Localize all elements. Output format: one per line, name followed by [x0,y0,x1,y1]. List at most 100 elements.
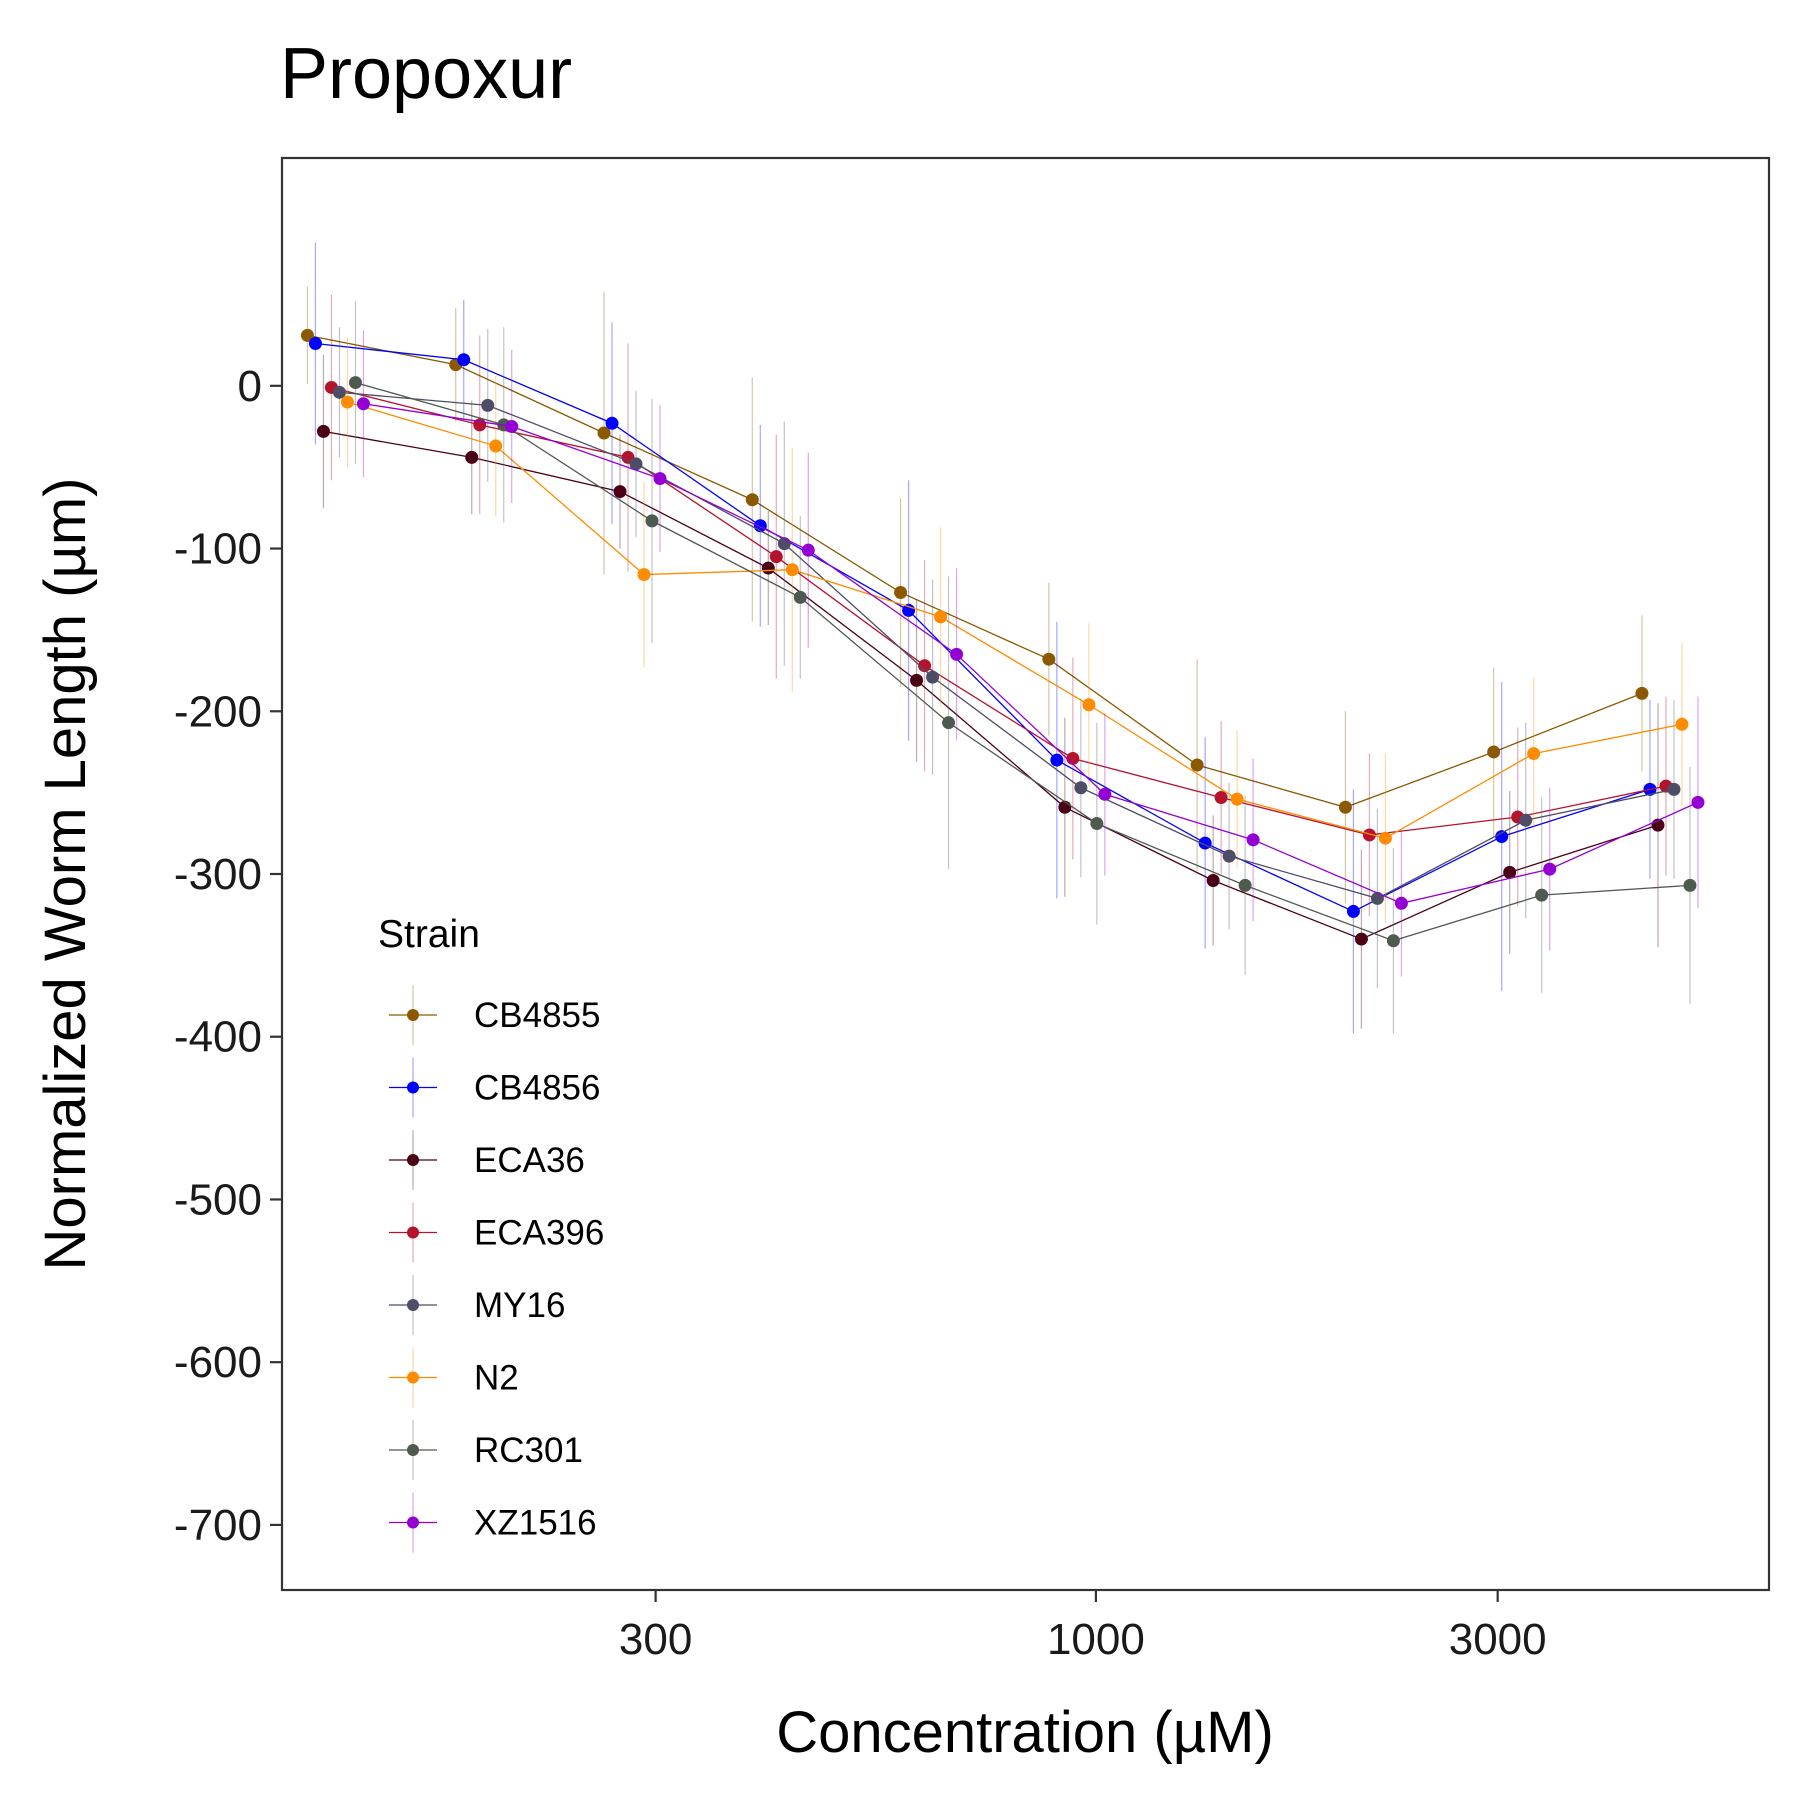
legend: Strain CB4855 CB4856 ECA36 ECA396 MY16 N2 RC30… [378,913,604,1553]
y-tick-label: -200 [174,687,262,736]
data-point [1346,904,1360,918]
data-point [1667,782,1681,796]
data-point [356,397,370,411]
data-point [1503,865,1517,879]
legend-label: XZ1516 [474,1504,597,1543]
legend-marker [407,1081,419,1094]
data-point [1394,896,1408,910]
x-tick-label: 300 [619,1615,692,1664]
data-point [332,385,346,399]
data-point [1098,787,1112,801]
data-point [1370,891,1384,905]
data-point [793,590,807,604]
legend-marker [407,1444,419,1456]
data-point [1074,781,1088,795]
data-point [1683,878,1697,892]
series-line [315,342,1651,913]
data-point [597,426,611,440]
data-point [1214,791,1228,805]
data-point [1543,862,1557,876]
data-point [1495,830,1509,844]
x-axis-title: Concentration (µM) [776,1700,1274,1765]
y-tick-label: -700 [174,1501,262,1550]
y-tick-label: -100 [174,525,262,574]
data-point [801,543,815,557]
data-point [1338,800,1352,814]
series-line [307,334,1643,808]
data-point [910,673,924,687]
legend-item: RC301 [389,1420,583,1480]
data-point [1354,932,1368,946]
series-XZ1516 [356,330,1705,977]
data-point [950,647,964,661]
data-point [1066,751,1080,765]
legend-item: ECA396 [389,1202,604,1263]
data-point [785,563,799,577]
x-axis: 300 1000 3000 [619,1590,1547,1664]
data-point [918,659,932,673]
data-point [745,493,759,507]
series-line [355,381,1691,942]
data-point [489,439,503,453]
data-point [340,395,354,409]
data-point [316,424,330,438]
legend-label: CB4856 [474,1069,600,1108]
data-point [1487,745,1501,759]
series-line [339,391,1675,900]
data-point [926,670,940,684]
data-point [1246,833,1260,847]
data-point [1230,792,1244,806]
data-point [629,457,643,471]
data-point [605,416,619,430]
data-point [1635,686,1649,700]
data-point [1362,828,1376,842]
data-point [1090,817,1104,831]
legend-item: ECA36 [389,1130,585,1190]
y-tick-label: -500 [174,1175,262,1224]
series-MY16 [332,327,1681,988]
data-point [769,550,783,564]
data-point [761,561,775,575]
plot-area [300,242,1705,1034]
data-point [1082,698,1096,712]
x-tick-label: 3000 [1449,1615,1547,1664]
legend-marker [407,1299,419,1311]
data-point [1691,795,1705,809]
y-axis: 0 -100 -200 -300 -400 -500 -600 -700 [174,362,282,1550]
legend-label: CB4855 [474,996,600,1035]
data-point [653,472,667,486]
series-line [363,403,1699,904]
x-tick-label: 1000 [1047,1615,1145,1664]
series-N2 [340,337,1689,923]
legend-item: CB4856 [389,1057,600,1118]
data-point [1238,878,1252,892]
data-point [1190,758,1204,772]
series-ECA396 [324,294,1673,917]
data-point [1519,813,1533,827]
data-point [1050,753,1064,767]
legend-item: XZ1516 [389,1492,597,1553]
data-point [300,328,314,342]
legend-label: N2 [474,1359,519,1398]
y-axis-title: Normalized Worm Length (µm) [33,478,98,1271]
legend-marker [407,1516,419,1529]
legend-label: ECA396 [474,1214,604,1253]
data-point [1386,934,1400,948]
data-point [348,376,362,390]
legend-marker [407,1226,419,1239]
data-point [613,485,627,499]
data-point [1058,800,1072,814]
data-point [308,337,322,351]
series-CB4856 [308,242,1657,1034]
data-point [645,514,659,528]
data-point [894,585,908,599]
series-line [331,386,1667,836]
data-point [942,716,956,730]
data-point [1378,831,1392,845]
chart-title: Propoxur [280,34,572,114]
legend-marker [407,1371,419,1384]
data-point [505,420,519,433]
legend-item: CB4855 [389,985,600,1045]
data-point [934,610,948,624]
